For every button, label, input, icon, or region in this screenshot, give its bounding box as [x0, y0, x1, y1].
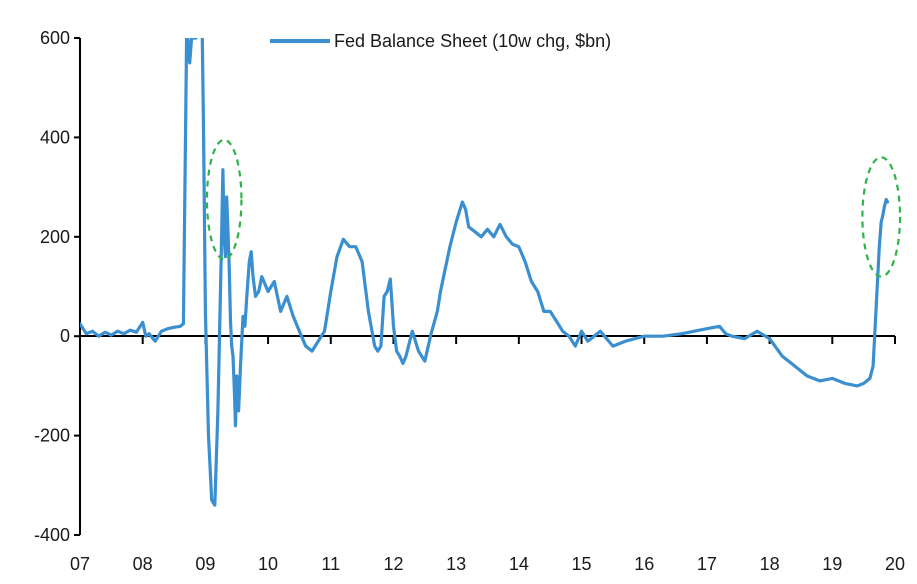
annotation-layer [205, 138, 902, 278]
x-tick-label: 16 [634, 554, 654, 574]
y-axis: 600 400 200 0 -200 -400 [34, 28, 81, 545]
x-tick-label: 20 [885, 554, 905, 574]
y-tick-label: -400 [34, 525, 70, 545]
legend: Fed Balance Sheet (10w chg, $bn) [270, 31, 611, 51]
x-tick-label: 17 [697, 554, 717, 574]
x-tick-label: 14 [509, 554, 529, 574]
y-tick-label: 600 [40, 28, 70, 48]
series-line-0 [80, 38, 890, 507]
x-tick-label: 13 [446, 554, 466, 574]
x-tick-label: 15 [572, 554, 592, 574]
x-tick-label: 19 [822, 554, 842, 574]
x-tick-label: 09 [195, 554, 215, 574]
x-tick-label: 12 [383, 554, 403, 574]
highlight-ellipse [205, 138, 243, 261]
x-tick-label: 10 [258, 554, 278, 574]
y-tick-label: 400 [40, 127, 70, 147]
highlight-ellipse [861, 156, 902, 278]
x-tick-label: 08 [133, 554, 153, 574]
y-tick-label: 200 [40, 227, 70, 247]
legend-label: Fed Balance Sheet (10w chg, $bn) [334, 31, 611, 51]
x-tick-label: 11 [321, 554, 340, 574]
y-tick-label: 0 [60, 326, 70, 346]
x-axis: 07 08 09 10 11 12 13 14 15 16 17 18 19 20 [70, 335, 905, 574]
x-tick-label: 18 [760, 554, 780, 574]
y-tick-label: -200 [34, 426, 70, 446]
series-layer [80, 38, 890, 507]
x-tick-label: 07 [70, 554, 90, 574]
